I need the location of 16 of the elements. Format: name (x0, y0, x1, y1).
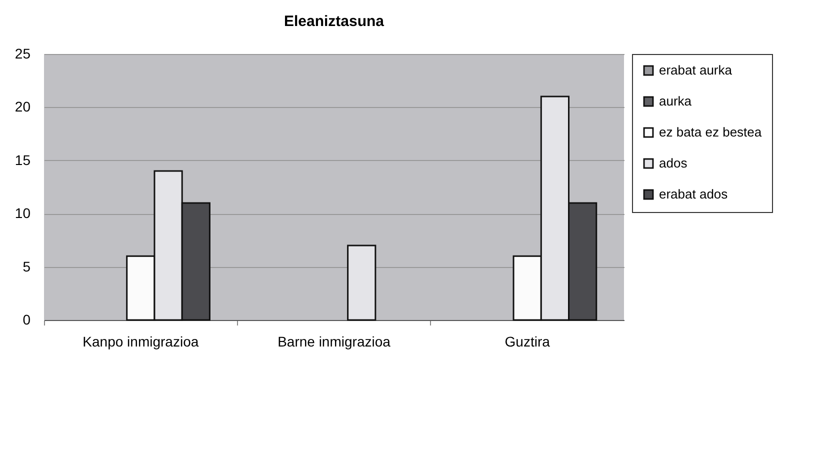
x-tick-label: Kanpo inmigrazioa (82, 334, 199, 350)
legend-label: erabat aurka (659, 62, 733, 78)
y-tick-label: 15 (14, 152, 31, 168)
bar (347, 244, 376, 321)
x-tick-label: Barne inmigrazioa (278, 334, 391, 350)
chart-title: Eleaniztasuna (284, 13, 385, 30)
legend-label: ez bata ez bestea (659, 124, 762, 140)
y-tick-label: 10 (14, 205, 31, 222)
x-tick-label: Guztira (504, 334, 550, 350)
legend-label: aurka (659, 94, 692, 108)
y-tick-label: 20 (14, 98, 31, 115)
y-tick-label: 5 (22, 258, 31, 274)
y-tick-label: 25 (14, 46, 31, 62)
y-tick-label: 0 (22, 312, 31, 328)
legend-label: ados (659, 156, 688, 170)
legend-label: erabat ados (659, 186, 728, 202)
